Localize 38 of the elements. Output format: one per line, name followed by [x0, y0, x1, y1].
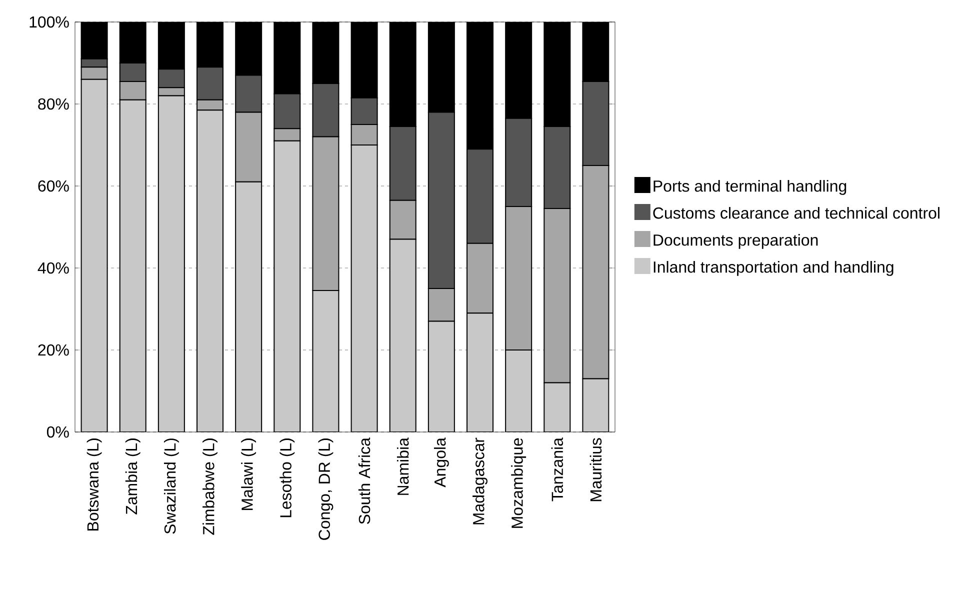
legend-label: Documents preparation: [654, 234, 818, 249]
bar: [120, 100, 146, 432]
bar: [197, 110, 223, 432]
x-tick-label: Swaziland (L): [164, 438, 179, 534]
x-tick-label: Zimbabwe (L): [202, 438, 218, 535]
y-tick-label: 100%: [30, 16, 69, 28]
x-tick-label: Madagascar: [472, 438, 488, 524]
x-tick-label: Botswana (L): [86, 438, 102, 530]
legend-label: Inland transportation and handling: [654, 261, 894, 276]
bar: [544, 382, 570, 432]
y-tick-label: 60%: [38, 180, 69, 192]
bar: [274, 140, 300, 432]
x-tick-label: Malawi (L): [241, 438, 256, 510]
x-tick-label: Zambia (L): [125, 438, 140, 514]
bar: [158, 96, 184, 432]
bar: [467, 313, 494, 432]
x-tick-label: Mauritius: [590, 438, 602, 502]
y-tick-label: 40%: [38, 262, 69, 274]
x-tick-label: Congo, DR (L): [318, 438, 334, 540]
x-tick-label: Mozambique: [511, 438, 526, 528]
bar: [428, 321, 454, 432]
x-tick-label: Tanzania: [551, 438, 564, 502]
bar: [390, 239, 416, 432]
y-tick-label: 0%: [46, 426, 69, 438]
bar: [351, 145, 378, 432]
x-tick-label: Lesotho (L): [280, 438, 295, 518]
y-tick-label: 20%: [38, 344, 69, 356]
bar: [312, 290, 339, 432]
x-tick-label: Angola: [434, 438, 449, 488]
bar: [81, 79, 108, 432]
bar: [506, 350, 532, 432]
legend-label: Customs clearance and technical control: [653, 207, 940, 219]
y-tick-label: 80%: [38, 98, 69, 110]
bar: [582, 378, 610, 432]
legend-label: Ports and terminal handling: [654, 180, 846, 195]
x-tick-label: South Africa: [358, 438, 370, 524]
x-tick-label: Namibia: [396, 438, 409, 495]
bar: [236, 182, 262, 432]
